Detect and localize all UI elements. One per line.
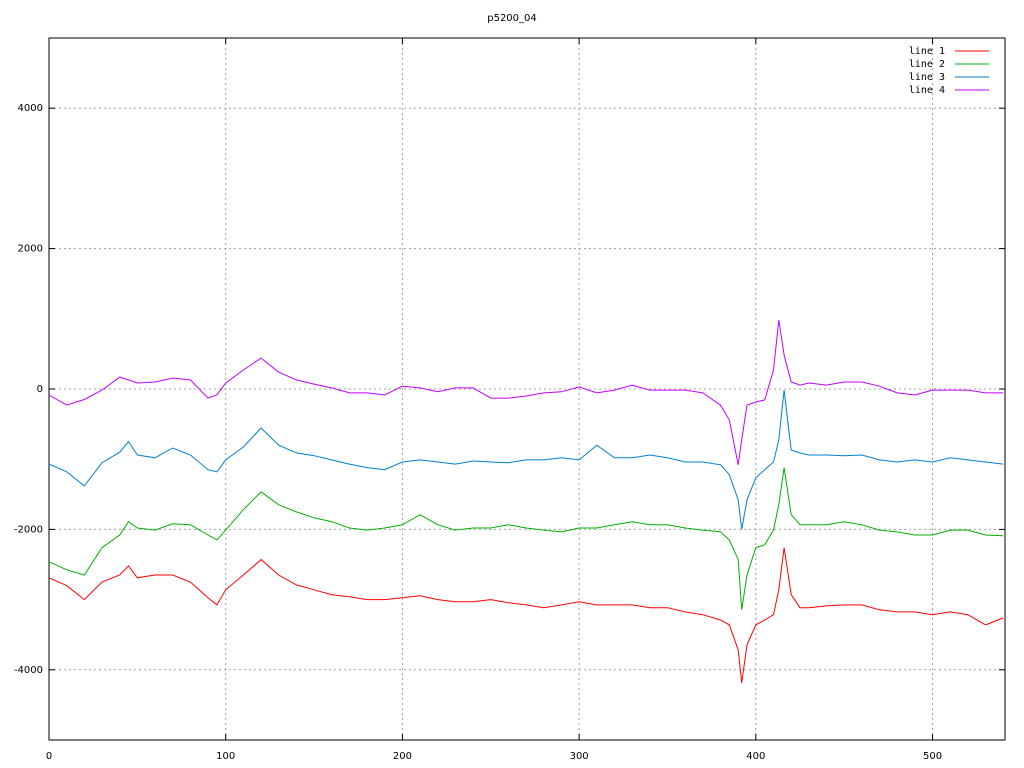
legend-label: line 1 [909,46,945,57]
x-tick-label: 0 [46,751,52,762]
legend-label: line 2 [909,59,945,70]
x-tick-label: 100 [216,751,235,762]
series-line [48,320,1004,465]
series-line [48,390,1004,530]
legend-label: line 4 [909,85,945,96]
y-tick-label: -2000 [14,524,43,535]
x-tick-label: 400 [746,751,765,762]
x-tick-label: 200 [393,751,412,762]
legend-label: line 3 [909,72,945,83]
series-line [48,467,1004,610]
series-line [48,547,1004,683]
y-tick-label: -4000 [14,665,43,676]
x-tick-label: 300 [570,751,589,762]
chart-title: p5200_04 [487,13,537,24]
y-tick-label: 0 [37,384,43,395]
plot-frame [48,37,1006,741]
x-tick-label: 500 [923,751,942,762]
y-tick-label: 4000 [18,103,43,114]
y-tick-label: 2000 [18,244,43,255]
